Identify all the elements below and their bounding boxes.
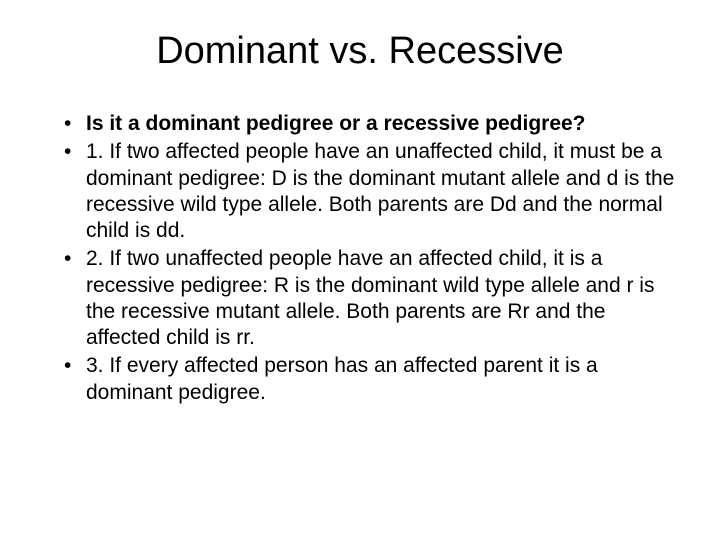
list-item: Is it a dominant pedigree or a recessive… — [64, 111, 680, 137]
bullet-text: 3. If every affected person has an affec… — [86, 354, 598, 403]
bullet-list: Is it a dominant pedigree or a recessive… — [40, 111, 680, 406]
list-item: 3. If every affected person has an affec… — [64, 353, 680, 406]
bullet-text: 2. If two unaffected people have an affe… — [86, 247, 654, 349]
bullet-text: 1. If two affected people have an unaffe… — [86, 140, 674, 242]
list-item: 2. If two unaffected people have an affe… — [64, 246, 680, 351]
slide-title: Dominant vs. Recessive — [40, 30, 680, 73]
bullet-text: Is it a dominant pedigree or a recessive… — [86, 112, 586, 135]
list-item: 1. If two affected people have an unaffe… — [64, 139, 680, 244]
